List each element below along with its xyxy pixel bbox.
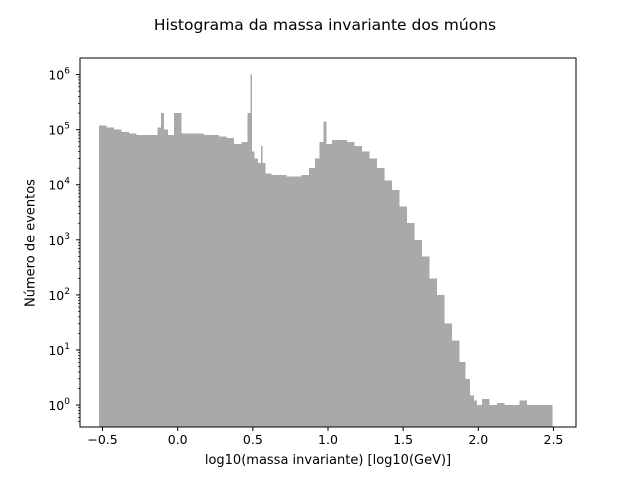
histogram-bar: [361, 151, 370, 427]
histogram-bar: [196, 133, 204, 427]
histogram-bar: [286, 176, 295, 427]
histogram-bar: [497, 402, 505, 427]
histogram-bar: [489, 405, 498, 427]
x-tick-label: −0.5: [87, 432, 117, 447]
histogram-bar: [346, 141, 355, 427]
histogram-bar: [470, 395, 474, 427]
histogram-bar: [369, 158, 377, 427]
y-tick-label: 101: [48, 342, 70, 358]
histogram-bar: [452, 340, 460, 427]
histogram-bar: [164, 129, 168, 427]
y-axis-label: Número de eventos: [23, 179, 39, 307]
histogram-bar: [204, 135, 212, 427]
histogram-bar: [534, 405, 543, 427]
histogram-bar: [301, 175, 310, 427]
histogram-bar: [473, 400, 477, 427]
histogram-bar: [459, 362, 466, 427]
histogram-bar: [476, 405, 483, 427]
histogram-bar: [519, 400, 528, 427]
y-tick-label: 104: [48, 177, 70, 193]
histogram-bar: [399, 206, 407, 427]
histogram-bar: [261, 146, 263, 427]
histogram-bar: [157, 127, 162, 428]
y-tick-label: 106: [48, 67, 70, 83]
histogram-bar: [465, 378, 471, 427]
histogram-bar: [354, 146, 362, 427]
histogram-bar: [429, 278, 437, 427]
chart-title: Histograma da massa invariante dos múons: [153, 16, 497, 34]
histogram-bar: [548, 405, 553, 427]
histogram-bar: [262, 162, 266, 428]
histogram-bar: [323, 121, 327, 428]
histogram-bar: [226, 138, 235, 427]
histogram-bar: [482, 398, 490, 427]
x-tick-label: 1.5: [393, 432, 413, 447]
histogram-bar: [315, 158, 320, 427]
histogram-bar: [527, 405, 535, 427]
y-axis: 100 101 102 103 104 105 106: [48, 67, 80, 423]
histogram-bar: [136, 135, 144, 427]
histogram-bar: [151, 135, 158, 427]
histogram-bar: [128, 133, 137, 427]
histogram-bar: [252, 151, 255, 427]
histogram-bar: [250, 74, 253, 427]
histogram-bar: [113, 129, 122, 427]
histogram-bar: [188, 133, 197, 427]
histogram-bar: [173, 113, 182, 427]
histogram-bar: [309, 168, 316, 427]
histogram-bars: [98, 74, 553, 428]
histogram-bar: [326, 143, 332, 428]
histogram-bar: [254, 158, 259, 427]
histogram-bar: [444, 323, 452, 427]
y-tick-label: 103: [48, 232, 70, 248]
histogram-bar: [121, 132, 129, 427]
histogram-bar: [98, 125, 107, 427]
histogram-bar: [181, 133, 189, 427]
histogram-bar: [241, 141, 248, 427]
histogram-bar: [421, 256, 430, 427]
histogram-bar: [167, 135, 174, 427]
x-tick-label: 1.0: [318, 432, 338, 447]
histogram-bar: [339, 139, 347, 427]
histogram-bar: [414, 239, 422, 427]
histogram-bar: [279, 175, 287, 427]
histogram-bar: [106, 127, 114, 428]
x-axis: −0.5 0.0 0.5 1.0 1.5 2.0 2.5: [87, 427, 563, 447]
histogram-bar: [247, 113, 251, 427]
histogram-bar: [294, 176, 302, 427]
histogram-bar: [161, 113, 165, 427]
histogram-bar: [258, 162, 262, 428]
y-tick-label: 105: [48, 122, 70, 138]
histogram-bar: [406, 223, 415, 427]
x-tick-label: 2.5: [544, 432, 564, 447]
histogram-bar: [234, 143, 242, 428]
y-tick-label: 100: [48, 397, 70, 413]
x-tick-label: 0.0: [168, 432, 188, 447]
histogram-bar: [211, 135, 220, 427]
histogram-bar: [319, 141, 324, 427]
histogram-bar: [384, 180, 392, 427]
histogram-bar: [376, 168, 385, 427]
histogram-bar: [143, 135, 152, 427]
x-tick-label: 0.5: [243, 432, 263, 447]
histogram-bar: [542, 405, 549, 427]
histogram-bar: [512, 405, 520, 427]
histogram-bar: [219, 136, 227, 428]
y-tick-label: 102: [48, 287, 70, 303]
histogram-bar: [391, 190, 400, 427]
x-tick-label: 2.0: [468, 432, 488, 447]
histogram-bar: [331, 139, 340, 427]
x-axis-label: log10(massa invariante) [log10(GeV)]: [204, 453, 452, 468]
histogram-bar: [271, 175, 280, 427]
histogram-bar: [265, 173, 272, 427]
histogram-bar: [504, 405, 513, 427]
histogram-bar: [436, 294, 445, 427]
